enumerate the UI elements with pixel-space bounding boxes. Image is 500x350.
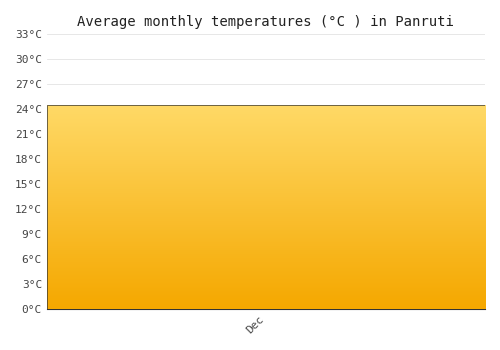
- Bar: [47, 105, 485, 309]
- Title: Average monthly temperatures (°C ) in Panruti: Average monthly temperatures (°C ) in Pa…: [78, 15, 454, 29]
